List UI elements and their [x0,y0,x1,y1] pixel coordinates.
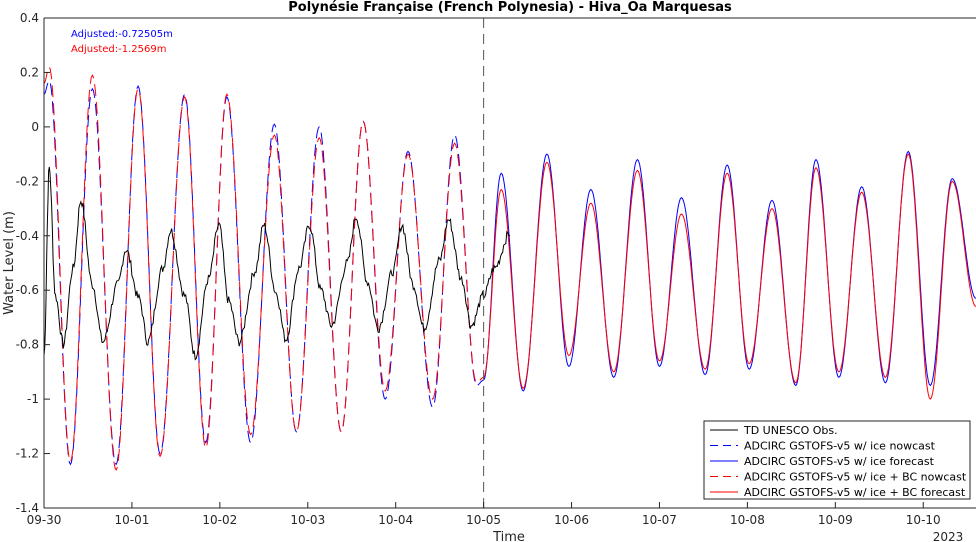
axes [43,17,976,509]
legend-label: ADCIRC GSTOFS-v5 w/ ice + BC nowcast [744,471,967,484]
legend-label: ADCIRC GSTOFS-v5 w/ ice nowcast [744,440,936,453]
legend-label: TD UNESCO Obs. [743,424,838,437]
x-tick-label: 09-30 [27,513,62,527]
legend-box [703,420,971,500]
y-ticks: 0.4 0.2 0 -0.2 -0.4 -0.6 -0.8 -1 -1.2 -1.4 [16,11,50,515]
obs-series-line [44,166,511,361]
chart-legend: TD UNESCO Obs. ADCIRC GSTOFS-v5 w/ ice no… [703,420,971,500]
y-tick-label: -0.8 [16,338,39,352]
adjusted-annotation-red: Adjusted:-1.2569m [71,44,166,55]
x-tick-label: 10-07 [642,513,677,527]
legend-label: ADCIRC GSTOFS-v5 w/ ice + BC forecast [744,486,966,499]
x-tick-label: 10-08 [730,513,765,527]
x-ticks: 09-30 10-01 10-02 10-03 10-04 10-05 10-06 10-07… [27,502,941,527]
y-tick-label: -1.2 [16,447,39,461]
y-tick-label: -0.4 [16,229,39,243]
nowcast-series-line-blue [44,79,484,466]
x-tick-label: 10-04 [378,513,413,527]
x-tick-label: 10-03 [290,513,325,527]
forecast-series-line-red [483,153,976,400]
y-tick-label: 0 [31,120,39,134]
chart-title: Polynésie Française (French Polynesia) -… [288,0,732,15]
y-tick-label: -0.2 [16,174,39,188]
y-axis-label: Water Level (m) [2,211,17,315]
legend-label: ADCIRC GSTOFS-v5 w/ ice forecast [744,455,935,468]
x-axis-year-label: 2023 [933,530,964,542]
y-tick-label: -1.4 [16,501,39,515]
nowcast-series-line-red [44,66,484,471]
x-tick-label: 10-02 [202,513,237,527]
x-axis-label: Time [492,530,525,542]
series-layer [44,66,976,471]
y-tick-label: -1 [27,392,39,406]
y-tick-label: 0.4 [20,11,39,25]
x-tick-label: 10-01 [114,513,149,527]
y-tick-label: -0.6 [16,283,39,297]
adjusted-annotation-blue: Adjusted:-0.72505m [71,29,173,40]
x-tick-label: 10-06 [554,513,589,527]
x-tick-label: 10-09 [818,513,853,527]
y-tick-label: 0.2 [20,65,39,79]
x-tick-label: 10-10 [906,513,941,527]
x-tick-label: 10-05 [466,513,501,527]
